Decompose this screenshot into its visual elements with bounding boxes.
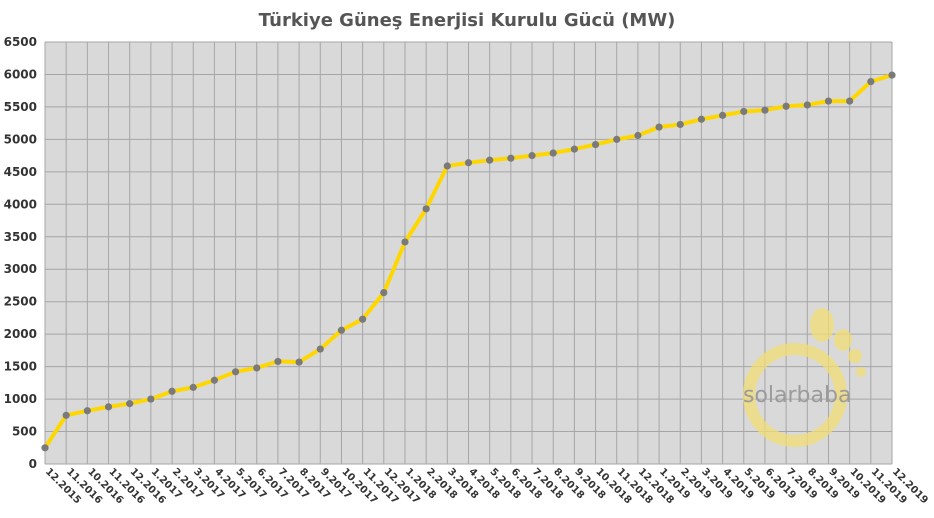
data-point <box>274 357 282 366</box>
logo-text: solarbaba <box>743 383 851 408</box>
y-tick-label: 3000 <box>4 262 37 276</box>
data-point <box>147 395 155 403</box>
data-point <box>782 102 790 110</box>
y-tick-label: 2000 <box>4 327 37 341</box>
data-point <box>316 345 324 353</box>
data-point <box>422 205 430 213</box>
data-point <box>464 159 473 167</box>
logo-dot-tiny <box>856 367 866 377</box>
y-tick-label: 5000 <box>4 132 37 146</box>
y-axis: 0 500 1000 1500 2000 2500 3000 3500 4000 4500 5000… <box>4 35 37 471</box>
logo-dot-medium <box>834 329 852 351</box>
data-point <box>676 120 684 129</box>
chart-title: Türkiye Güneş Enerjisi Kurulu Gücü (MW) <box>258 10 676 31</box>
data-point <box>295 358 303 366</box>
y-tick-label: 4500 <box>4 165 37 179</box>
data-point <box>507 154 515 162</box>
y-tick-label: 3500 <box>4 230 37 244</box>
data-point <box>549 149 557 157</box>
data-point <box>359 315 367 323</box>
y-tick-label: 1000 <box>4 392 37 406</box>
data-point <box>824 97 833 105</box>
data-point <box>803 101 811 109</box>
data-point <box>380 289 388 297</box>
data-point <box>83 407 91 415</box>
data-point <box>613 135 621 143</box>
data-point <box>443 162 451 170</box>
data-point <box>126 400 134 408</box>
data-point <box>62 411 70 419</box>
y-tick-label: 2500 <box>4 295 37 309</box>
data-point <box>231 368 240 376</box>
data-point <box>740 107 748 116</box>
data-point <box>697 115 706 123</box>
data-point <box>486 156 494 164</box>
data-point <box>210 376 218 384</box>
data-point <box>634 131 642 140</box>
y-tick-label: 0 <box>29 457 37 471</box>
logo-dot-large <box>810 308 834 342</box>
data-point <box>591 140 600 149</box>
data-point <box>846 97 854 105</box>
y-tick-label: 6500 <box>4 35 37 49</box>
data-point <box>253 364 261 372</box>
x-axis: 12.201511.201610.201611.201612.20161.201… <box>43 466 930 506</box>
data-point <box>168 387 176 395</box>
data-point <box>719 111 727 119</box>
y-tick-label: 500 <box>12 425 37 439</box>
y-tick-label: 4000 <box>4 197 37 211</box>
y-tick-label: 6000 <box>4 67 37 81</box>
data-point <box>867 78 875 86</box>
data-point <box>761 106 769 114</box>
data-point <box>570 145 578 153</box>
solarbaba-logo: solarbaba <box>743 308 866 447</box>
logo-ring <box>743 343 847 447</box>
y-tick-label: 1500 <box>4 360 37 374</box>
data-markers <box>41 71 896 452</box>
data-point <box>337 326 346 334</box>
data-point <box>401 238 409 246</box>
data-point <box>104 403 113 411</box>
data-point <box>888 71 896 79</box>
data-point <box>528 152 536 160</box>
logo-dot-small <box>848 349 862 363</box>
data-point <box>655 123 663 131</box>
y-tick-label: 5500 <box>4 100 37 114</box>
data-point <box>189 383 197 391</box>
data-point <box>41 444 49 452</box>
grid <box>44 41 893 465</box>
